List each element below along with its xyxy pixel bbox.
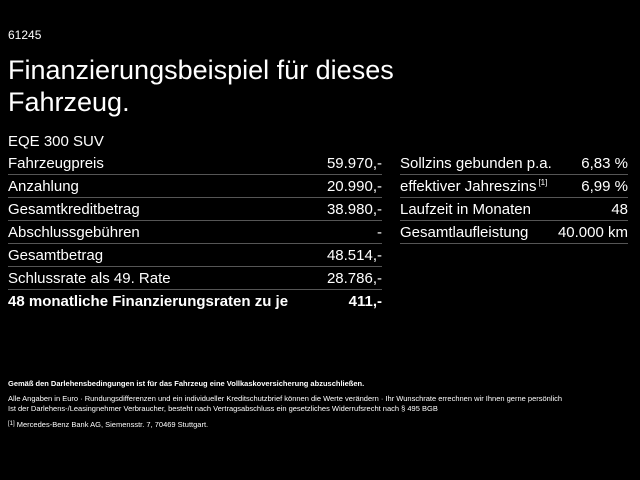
footnote-mark: [1] (8, 421, 15, 427)
row-label-cell: Gesamtbetrag (8, 247, 103, 264)
row-label: Gesamtlaufleistung (400, 223, 529, 241)
title: Finanzierungsbeispiel für dieses Fahrzeu… (8, 55, 394, 117)
table-row: Sollzins gebunden p.a. 6,83 % (400, 152, 628, 175)
row-label-cell: 48 monatliche Finanzierungsraten zu je (8, 293, 288, 310)
row-label-cell: Anzahlung (8, 178, 79, 195)
row-label: Fahrzeugpreis (8, 154, 104, 172)
row-label-cell: Gesamtkreditbetrag (8, 201, 140, 218)
table-row: Fahrzeugpreis 59.970,- (8, 152, 382, 175)
row-label: Sollzins gebunden p.a. (400, 154, 552, 172)
footnote-ref: [1] (538, 177, 548, 187)
row-value: - (377, 223, 382, 241)
table-row: Gesamtlaufleistung 40.000 km (400, 221, 628, 244)
table-row: Schlussrate als 49. Rate 28.786,- (8, 267, 382, 290)
row-label: Gesamtbetrag (8, 246, 104, 264)
row-value: 59.970,- (326, 154, 382, 172)
row-value: 28.786,- (326, 269, 382, 287)
row-value: 20.990,- (326, 177, 382, 195)
row-value: 6,99 % (581, 177, 628, 195)
table-row: Laufzeit in Monaten 48 (400, 198, 628, 221)
row-label: Laufzeit in Monaten (400, 200, 531, 218)
right-table: Sollzins gebunden p.a. 6,83 % effektiver J… (400, 152, 628, 244)
row-value: 48.514,- (326, 246, 382, 264)
row-label-cell: Gesamtlaufleistung (400, 224, 528, 241)
footnote: [1] Mercedes-Benz Bank AG, Siemensstr. 7… (8, 420, 634, 429)
footnote-text: Mercedes-Benz Bank AG, Siemensstr. 7, 70… (16, 420, 209, 429)
row-value: 38.980,- (326, 200, 382, 218)
row-label: 48 monatliche Finanzierungsraten zu je (8, 292, 289, 310)
table-row: effektiver Jahreszins [1] 6,99 % (400, 175, 628, 198)
row-label: Gesamtkreditbetrag (8, 200, 140, 218)
row-value: 40.000 km (557, 223, 628, 241)
table-row: Anzahlung 20.990,- (8, 175, 382, 198)
left-table: Fahrzeugpreis 59.970,- Anzahlung 20.990,- Ge… (8, 152, 382, 312)
disclaimer: Ist der Darlehens-/Leasingnehmer Verbrau… (8, 404, 438, 413)
row-label-cell: Abschlussgebühren (8, 224, 140, 241)
row-label: Schlussrate als 49. Rate (8, 269, 171, 287)
insurance-note: Gemäß den Darlehensbedingungen ist für d… (8, 379, 365, 388)
table-row: 48 monatliche Finanzierungsraten zu je 41… (8, 290, 382, 312)
row-label-cell: Laufzeit in Monaten (400, 201, 531, 218)
table-row: Gesamtkreditbetrag 38.980,- (8, 198, 382, 221)
row-label-cell: effektiver Jahreszins [1] (400, 178, 547, 195)
row-value: 6,83 % (581, 154, 628, 172)
table-row: Gesamtbetrag 48.514,- (8, 244, 382, 267)
row-value: 411,- (348, 292, 382, 310)
code: 61245 (8, 28, 42, 42)
row-label: Anzahlung (8, 177, 79, 195)
row-label-cell: Sollzins gebunden p.a. (400, 155, 552, 172)
row-label: Abschlussgebühren (8, 223, 140, 241)
disclaimer: Alle Angaben in Euro · Rundungsdifferenz… (8, 394, 563, 403)
table-row: Abschlussgebühren - (8, 221, 382, 244)
row-value: 48 (611, 200, 628, 218)
row-label-cell: Fahrzeugpreis (8, 155, 104, 172)
model: EQE 300 SUV (8, 133, 104, 150)
row-label: effektiver Jahreszins (400, 177, 537, 195)
row-label-cell: Schlussrate als 49. Rate (8, 270, 171, 287)
